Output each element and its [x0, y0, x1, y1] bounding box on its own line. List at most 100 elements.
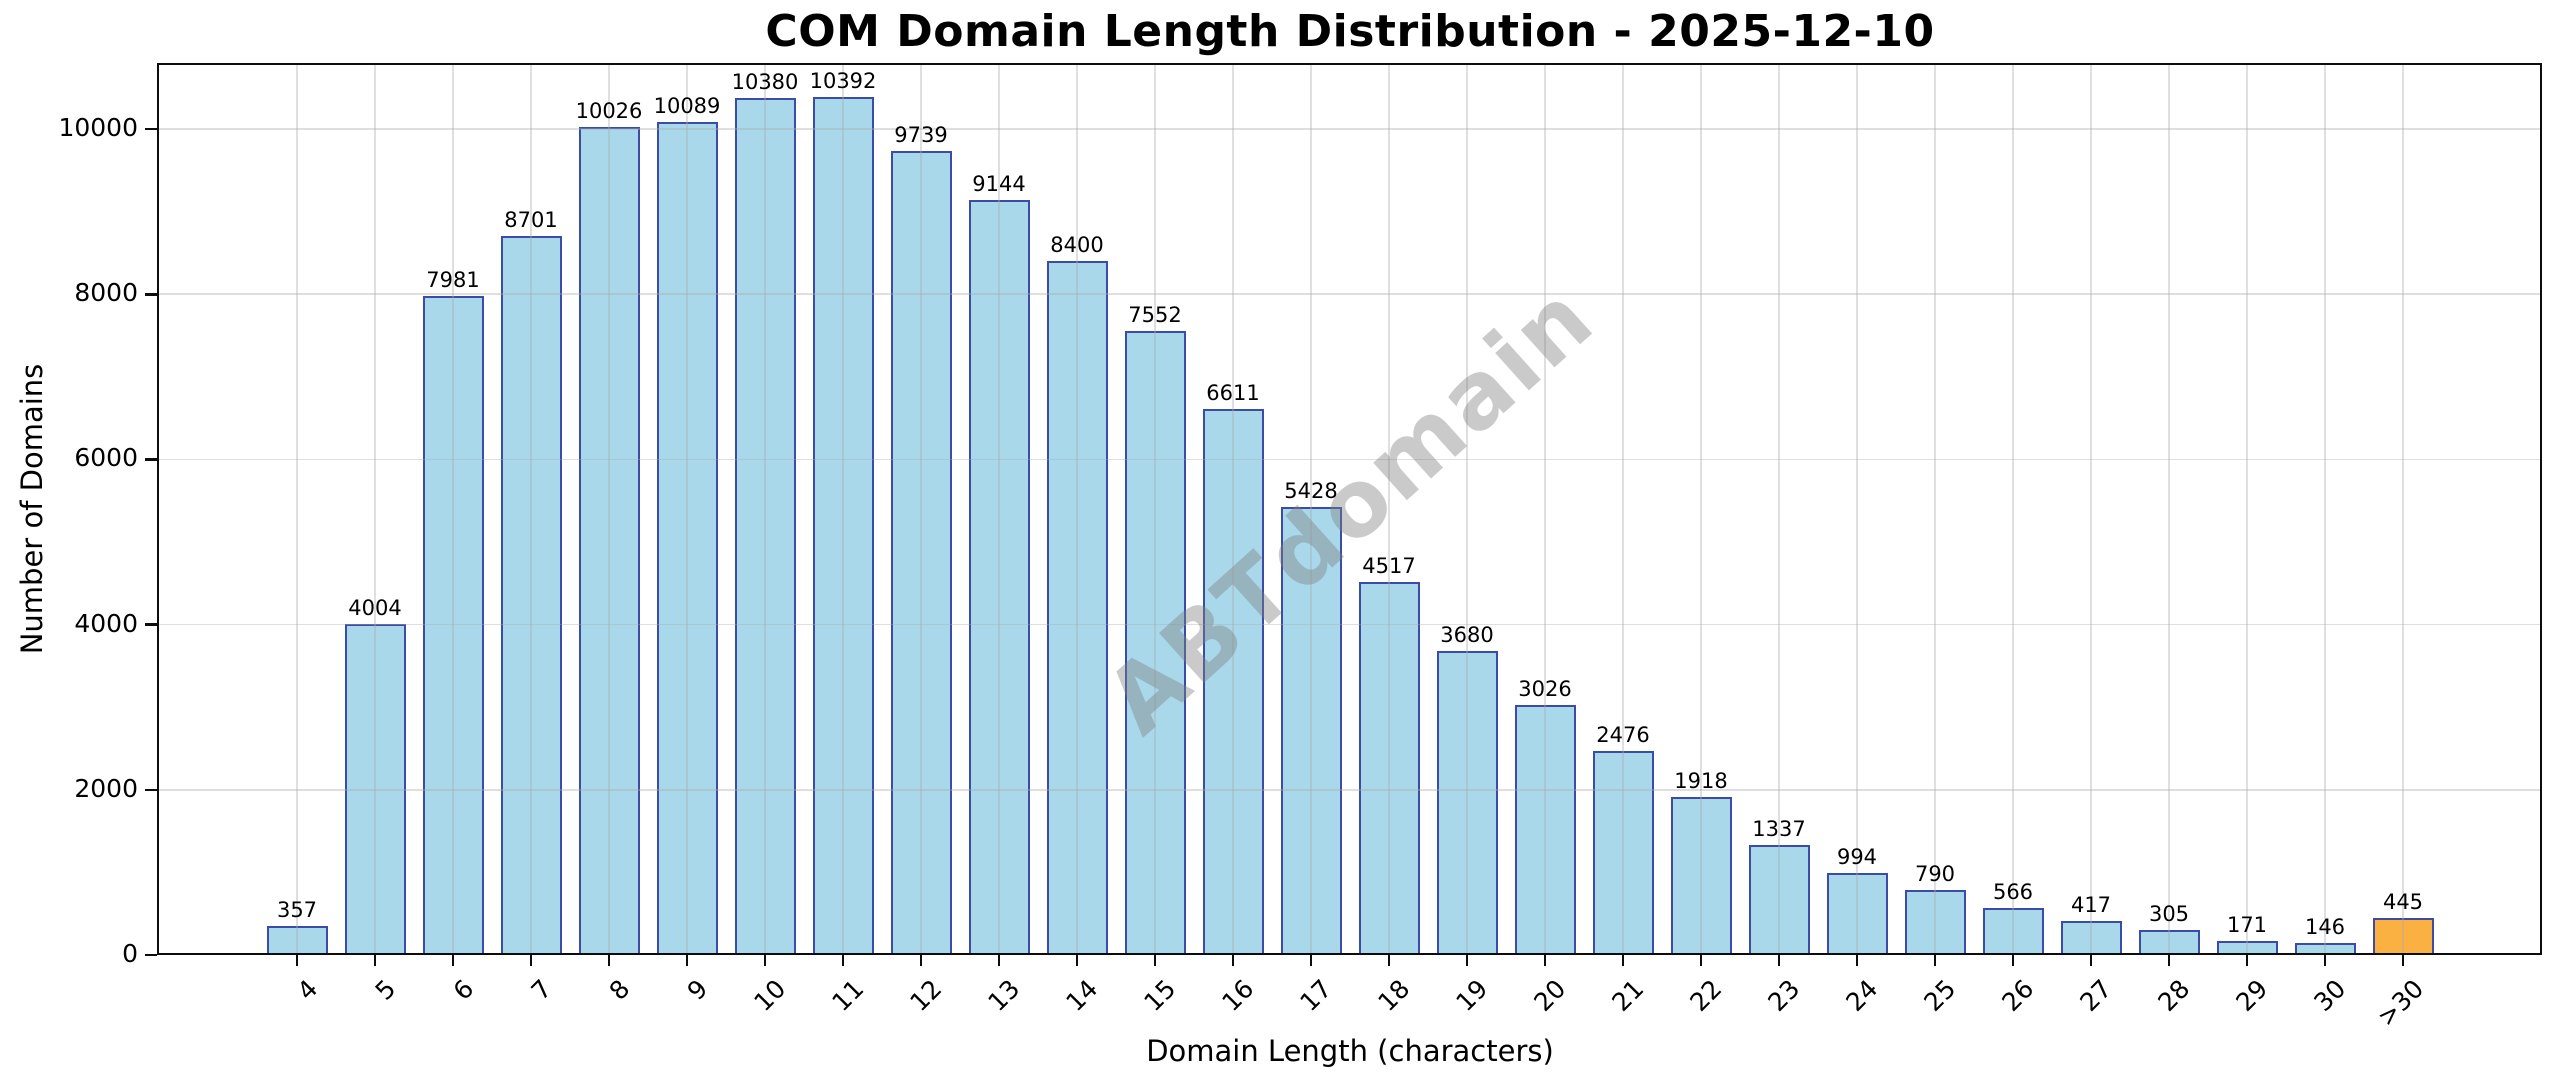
bar-value-label: 357	[276, 897, 318, 922]
bar-value-label: 790	[1914, 861, 1956, 886]
x-tick-label: 21	[1606, 974, 1650, 1018]
v-gridline	[2246, 63, 2248, 955]
bar-value-label: 1337	[1752, 816, 1806, 841]
x-tick-label: 18	[1372, 974, 1416, 1018]
bar	[578, 126, 640, 955]
h-gridline	[157, 623, 2542, 626]
bar-value-label: 10089	[653, 93, 721, 118]
x-tick-label: 26	[1996, 974, 2040, 1018]
bar	[890, 150, 952, 955]
v-gridline	[2324, 63, 2326, 955]
y-tick-label: 10000	[58, 113, 138, 143]
x-tick-label: 14	[1060, 974, 1104, 1018]
v-gridline	[686, 63, 688, 955]
v-gridline	[1778, 63, 1780, 955]
y-tick-mark	[145, 458, 157, 461]
v-gridline	[452, 63, 454, 955]
x-tick-mark	[1465, 955, 1469, 966]
bar	[1514, 705, 1576, 955]
v-gridline	[842, 63, 844, 955]
x-tick-mark	[2323, 955, 2327, 966]
bar-value-label: 10392	[809, 68, 877, 93]
v-gridline	[1856, 63, 1858, 955]
x-tick-mark	[1933, 955, 1937, 966]
x-tick-label: 22	[1684, 974, 1728, 1018]
bar-value-label: 6611	[1206, 380, 1260, 405]
bar-value-label: 3680	[1440, 623, 1494, 648]
h-gridline	[157, 458, 2542, 461]
v-gridline	[1154, 63, 1156, 955]
x-tick-label: 23	[1762, 974, 1806, 1018]
v-gridline	[296, 63, 298, 955]
bar-value-label: 10380	[731, 69, 799, 94]
x-tick-mark	[1231, 955, 1235, 966]
v-gridline	[1700, 63, 1702, 955]
x-tick-mark	[2245, 955, 2249, 966]
bar-value-label: 146	[2304, 914, 2346, 939]
y-tick-mark	[145, 127, 157, 131]
y-tick-label: 4000	[74, 608, 138, 638]
v-gridline	[374, 63, 376, 955]
bar-value-label: 3026	[1518, 677, 1572, 702]
bar	[1046, 261, 1108, 955]
v-gridline	[1622, 63, 1624, 955]
x-tick-label: 8	[603, 974, 636, 1006]
x-tick-label: 28	[2152, 974, 2196, 1018]
x-tick-mark	[763, 955, 767, 966]
bar-value-label: 2476	[1596, 722, 1650, 747]
bar-value-label: 566	[1992, 880, 2034, 905]
x-tick-label: 16	[1216, 974, 1260, 1018]
y-tick-label: 0	[122, 939, 138, 968]
x-tick-mark	[529, 955, 533, 966]
x-tick-mark	[2167, 955, 2171, 966]
bar-value-label: 8701	[504, 208, 558, 233]
v-gridline	[530, 63, 532, 955]
x-tick-mark	[373, 955, 377, 966]
x-tick-mark	[841, 955, 845, 966]
bar	[500, 236, 562, 955]
x-tick-label: 20	[1528, 974, 1572, 1018]
h-gridline	[157, 293, 2542, 296]
bar-value-label: 445	[2382, 890, 2424, 915]
x-tick-label: >30	[2371, 974, 2430, 1032]
bar	[1358, 581, 1420, 955]
bar	[1436, 651, 1498, 955]
bar	[734, 97, 796, 955]
bar	[1982, 908, 2044, 955]
x-tick-label: 30	[2308, 974, 2352, 1018]
x-tick-label: 11	[826, 974, 870, 1018]
x-tick-label: 9	[681, 974, 714, 1006]
x-tick-mark	[1153, 955, 1157, 966]
bar-value-label: 171	[2226, 912, 2268, 937]
x-tick-label: 17	[1294, 974, 1338, 1018]
x-tick-mark	[1543, 955, 1547, 966]
bar-value-label: 8400	[1050, 233, 1104, 258]
y-tick-mark	[145, 623, 157, 626]
y-tick-label: 2000	[74, 773, 138, 803]
plot-area: ABTdomain 357 4004 7981 8701 10026 10089 10380…	[157, 63, 2542, 955]
chart-title: COM Domain Length Distribution - 2025-12…	[765, 6, 1935, 57]
bar	[812, 96, 874, 955]
bar-value-label: 5428	[1284, 478, 1338, 503]
v-gridline	[1388, 63, 1390, 955]
bar	[2138, 929, 2200, 955]
x-tick-label: 25	[1918, 974, 1962, 1018]
v-gridline	[1544, 63, 1546, 955]
v-gridline	[1934, 63, 1936, 955]
bar	[1124, 331, 1186, 955]
x-tick-mark	[2089, 955, 2093, 966]
bar-value-label: 10026	[575, 98, 643, 123]
v-gridline	[998, 63, 1000, 955]
bar-value-label: 305	[2148, 901, 2190, 926]
bar-value-label: 994	[1836, 844, 1878, 869]
v-gridline	[2090, 63, 2092, 955]
bar-value-label: 7552	[1128, 303, 1182, 328]
v-gridline	[764, 63, 766, 955]
x-tick-mark	[1699, 955, 1703, 966]
x-tick-mark	[451, 955, 455, 966]
bar	[1826, 872, 1888, 955]
x-tick-mark	[919, 955, 923, 966]
bar	[1202, 408, 1264, 955]
bar	[344, 624, 406, 955]
x-tick-label: 5	[369, 974, 402, 1006]
